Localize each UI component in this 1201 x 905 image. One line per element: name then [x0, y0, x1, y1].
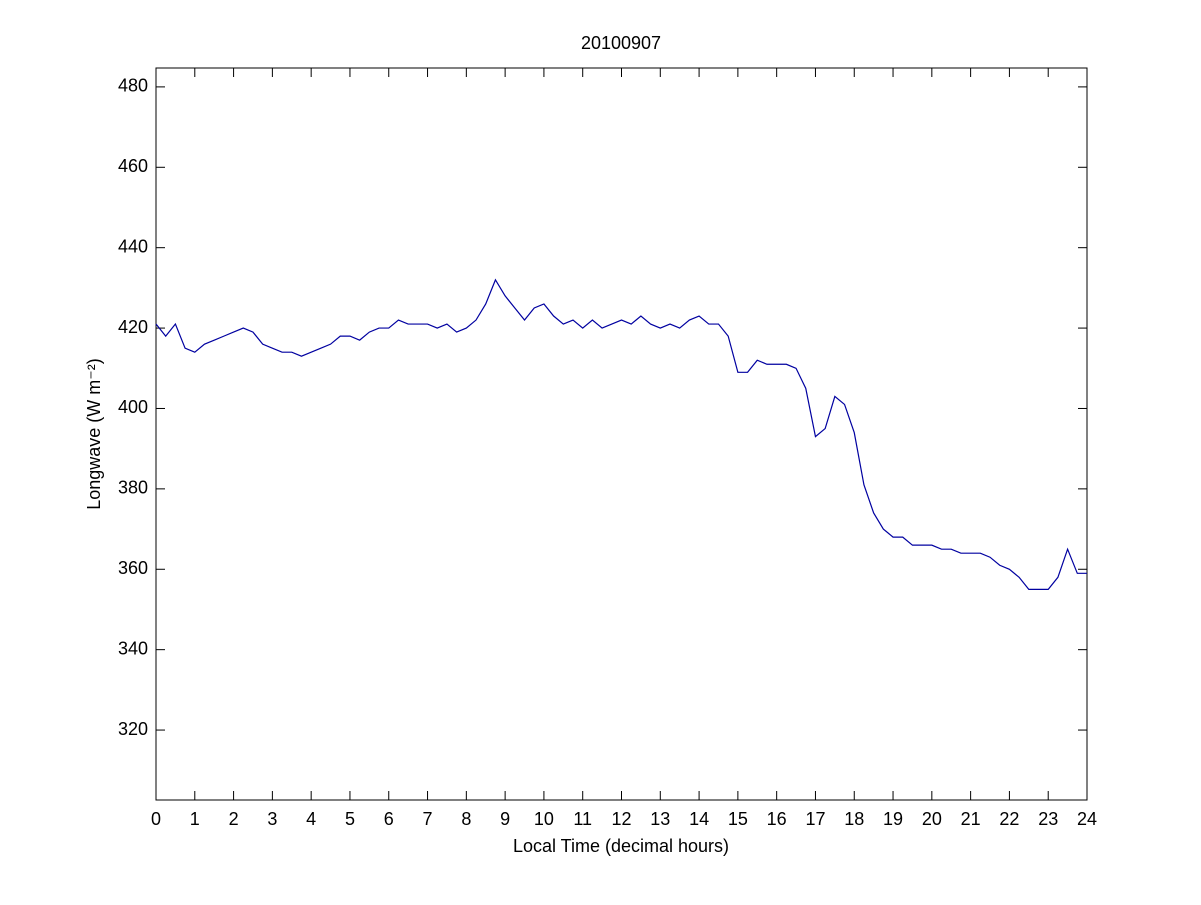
y-axis-label: Longwave (W m⁻²): [84, 358, 104, 510]
x-tick-label: 17: [805, 809, 825, 829]
plot-frame: [155, 67, 1088, 801]
chart-title: 20100907: [581, 33, 661, 53]
x-tick-label: 15: [728, 809, 748, 829]
x-tick-label: 3: [267, 809, 277, 829]
x-tick-label: 1: [190, 809, 200, 829]
x-tick-label: 13: [650, 809, 670, 829]
x-tick-label: 7: [423, 809, 433, 829]
x-tick-label: 14: [689, 809, 709, 829]
y-tick-label: 400: [118, 397, 148, 417]
y-tick-label: 480: [118, 76, 148, 96]
x-tick-label: 16: [767, 809, 787, 829]
x-axis-label: Local Time (decimal hours): [513, 836, 729, 856]
x-tick-label: 4: [306, 809, 316, 829]
x-tick-label: 21: [961, 809, 981, 829]
x-tick-label: 5: [345, 809, 355, 829]
x-tick-label: 18: [844, 809, 864, 829]
x-tick-label: 12: [611, 809, 631, 829]
x-tick-label: 0: [151, 809, 161, 829]
x-tick-label: 19: [883, 809, 903, 829]
y-tick-label: 340: [118, 638, 148, 658]
y-tick-label: 380: [118, 478, 148, 498]
y-tick-label: 320: [118, 719, 148, 739]
y-tick-label: 460: [118, 156, 148, 176]
x-tick-label: 11: [573, 809, 592, 829]
x-tick-label: 20: [922, 809, 942, 829]
x-tick-label: 23: [1038, 809, 1058, 829]
x-tick-label: 8: [461, 809, 471, 829]
x-tick-label: 2: [229, 809, 239, 829]
y-tick-label: 440: [118, 236, 148, 256]
data-line: [155, 278, 1087, 590]
x-tick-label: 9: [500, 809, 510, 829]
y-tick-label: 360: [118, 558, 148, 578]
x-tick-label: 22: [999, 809, 1019, 829]
x-tick-label: 6: [384, 809, 394, 829]
x-tick-label: 24: [1077, 809, 1097, 829]
x-tick-label: 10: [534, 809, 554, 829]
y-tick-label: 420: [118, 317, 148, 337]
